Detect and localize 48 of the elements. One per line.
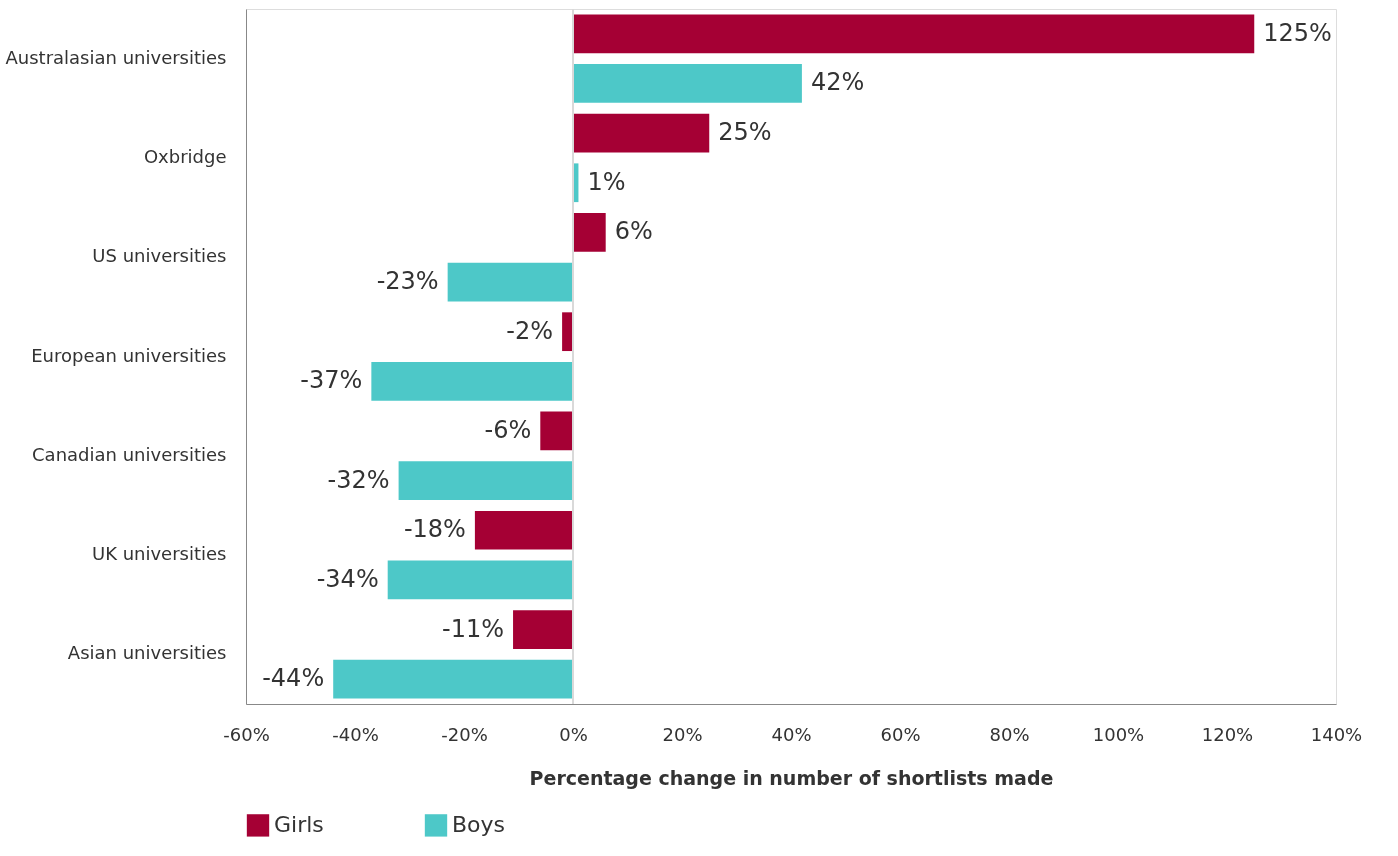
data-label: -18% bbox=[403, 515, 466, 544]
bar bbox=[447, 262, 573, 302]
data-label: -23% bbox=[376, 267, 439, 296]
data-label: -37% bbox=[300, 366, 363, 395]
data-label: 125% bbox=[1263, 18, 1332, 47]
bar bbox=[562, 312, 573, 352]
data-label: -2% bbox=[506, 316, 554, 345]
data-label: 1% bbox=[587, 167, 626, 196]
x-tick-label: 0% bbox=[559, 723, 588, 745]
bar bbox=[333, 659, 573, 699]
y-tick-label: Oxbridge bbox=[143, 145, 227, 167]
data-label: -6% bbox=[484, 415, 532, 444]
x-tick-label: 40% bbox=[771, 723, 812, 745]
bar bbox=[573, 14, 1255, 54]
x-tick-label: -60% bbox=[223, 723, 270, 745]
bar bbox=[540, 411, 573, 451]
y-tick-label: Australasian universities bbox=[5, 46, 227, 68]
y-tick-label: Canadian universities bbox=[32, 443, 227, 465]
x-tick-label: -40% bbox=[332, 723, 379, 745]
y-tick-label: Asian universities bbox=[67, 642, 227, 664]
y-tick-label: US universities bbox=[92, 245, 227, 267]
data-label: -32% bbox=[327, 465, 390, 494]
x-axis-title: Percentage change in number of shortlists made bbox=[529, 766, 1054, 789]
x-tick-label: 80% bbox=[989, 723, 1030, 745]
bar bbox=[474, 510, 573, 550]
x-tick-label: 20% bbox=[662, 723, 703, 745]
data-label: 42% bbox=[810, 68, 865, 97]
y-tick-label: European universities bbox=[31, 344, 227, 366]
data-label: -34% bbox=[316, 564, 379, 593]
x-tick-label: 120% bbox=[1201, 723, 1254, 745]
data-label: 6% bbox=[614, 217, 653, 246]
y-tick-label: UK universities bbox=[91, 543, 227, 565]
x-tick-label: -20% bbox=[441, 723, 488, 745]
x-tick-label: 60% bbox=[880, 723, 921, 745]
data-label: -11% bbox=[442, 614, 505, 643]
bar bbox=[398, 461, 573, 500]
bar bbox=[387, 560, 573, 600]
bar bbox=[573, 64, 802, 103]
bar bbox=[513, 610, 573, 649]
legend-label: Boys bbox=[452, 812, 506, 838]
data-label: 25% bbox=[718, 118, 772, 147]
data-label: -44% bbox=[262, 664, 325, 693]
legend-label: Girls bbox=[274, 812, 324, 838]
bar bbox=[371, 361, 573, 401]
bar bbox=[573, 113, 710, 153]
bar bbox=[573, 213, 606, 252]
x-tick-label: 100% bbox=[1092, 723, 1145, 745]
x-tick-label: 140% bbox=[1310, 723, 1363, 745]
